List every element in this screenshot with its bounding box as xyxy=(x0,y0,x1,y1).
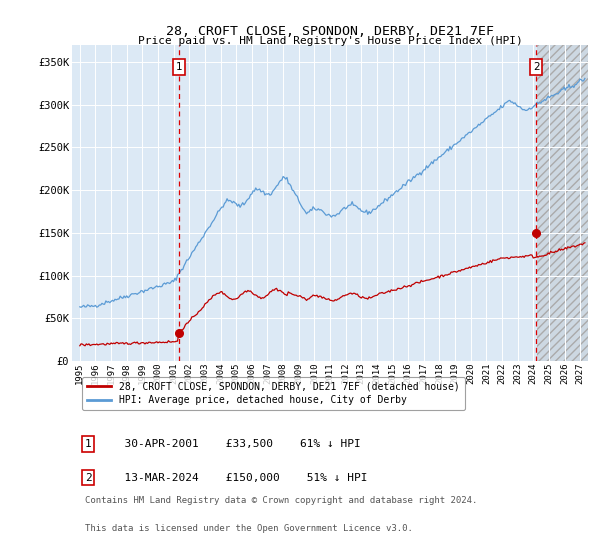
Text: 1: 1 xyxy=(85,439,92,449)
Text: 2: 2 xyxy=(533,62,540,72)
Text: Contains HM Land Registry data © Crown copyright and database right 2024.: Contains HM Land Registry data © Crown c… xyxy=(85,496,477,505)
Text: Price paid vs. HM Land Registry's House Price Index (HPI): Price paid vs. HM Land Registry's House … xyxy=(137,36,523,46)
Text: 1: 1 xyxy=(175,62,182,72)
Bar xyxy=(537,45,588,361)
Text: 28, CROFT CLOSE, SPONDON, DERBY, DE21 7EF: 28, CROFT CLOSE, SPONDON, DERBY, DE21 7E… xyxy=(166,25,494,38)
Bar xyxy=(537,45,588,361)
Legend: 28, CROFT CLOSE, SPONDON, DERBY, DE21 7EF (detached house), HPI: Average price, : 28, CROFT CLOSE, SPONDON, DERBY, DE21 7E… xyxy=(82,376,464,410)
Text: 2: 2 xyxy=(85,473,92,483)
Text: This data is licensed under the Open Government Licence v3.0.: This data is licensed under the Open Gov… xyxy=(85,524,413,533)
Text: 13-MAR-2024    £150,000    51% ↓ HPI: 13-MAR-2024 £150,000 51% ↓ HPI xyxy=(110,473,367,483)
Text: 30-APR-2001    £33,500    61% ↓ HPI: 30-APR-2001 £33,500 61% ↓ HPI xyxy=(110,439,361,449)
